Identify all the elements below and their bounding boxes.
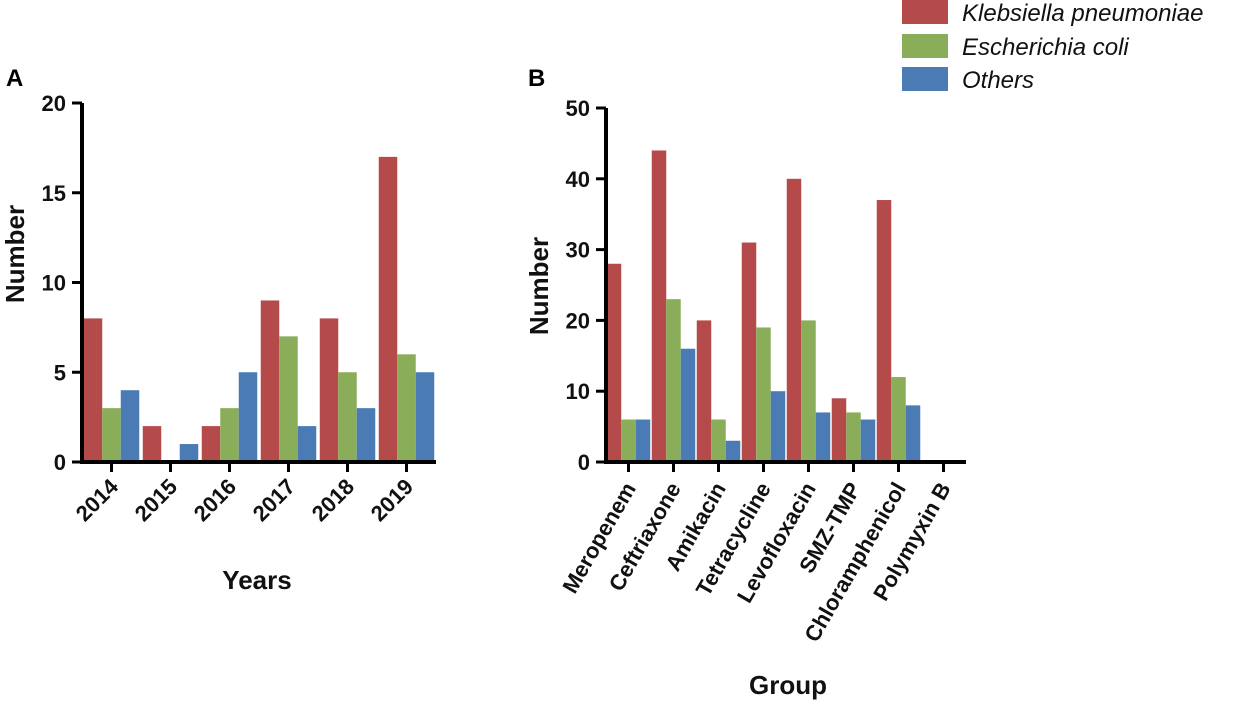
y-tick-label: 10 — [42, 271, 66, 296]
panel-label-a: A — [6, 65, 23, 92]
bar-levofloxacin-others — [815, 412, 831, 462]
bar-smz-tmp-escherichia-coli — [846, 412, 861, 462]
bar-meropenem-escherichia-coli — [621, 419, 636, 462]
bar-levofloxacin-escherichia-coli — [801, 320, 816, 462]
chart-panel-a: A 0 5 10 15 20 2014 2015 2016 2017 2018 2019 Numb… — [0, 65, 436, 595]
bar-smz-tmp-klebsiella-pneumoniae — [831, 398, 847, 462]
y-axis-label-b: Number — [524, 237, 554, 335]
y-axis-label-a: Number — [0, 205, 30, 303]
bar-2015-klebsiella-pneumoniae — [142, 426, 162, 462]
bar-2016-klebsiella-pneumoniae — [201, 426, 221, 462]
y-tick-label: 0 — [578, 450, 590, 475]
bar-ceftriaxone-klebsiella-pneumoniae — [651, 150, 667, 463]
bar-2017-others — [297, 426, 317, 462]
x-ticks-b: MeropenemCeftriaxoneAmikacinTetracycline… — [557, 462, 956, 646]
x-ticks-a: 2014 2015 2016 2017 2018 2019 — [71, 462, 418, 526]
bar-2018-escherichia-coli — [338, 372, 357, 462]
bar-2019-escherichia-coli — [397, 354, 416, 462]
x-tick-label-2015: 2015 — [130, 474, 182, 526]
bar-ceftriaxone-others — [680, 348, 696, 462]
y-tick-label: 15 — [42, 181, 66, 206]
bar-tetracycline-escherichia-coli — [756, 327, 771, 462]
x-tick-label-2017: 2017 — [248, 474, 300, 526]
bar-2018-others — [356, 408, 376, 462]
x-axis-label-a: Years — [222, 565, 291, 595]
x-tick-label-2014: 2014 — [71, 473, 124, 526]
bars-b — [606, 150, 921, 463]
y-tick-label: 5 — [54, 360, 66, 385]
bar-smz-tmp-others — [860, 419, 876, 462]
bar-2015-others — [179, 444, 199, 462]
bar-2019-klebsiella-pneumoniae — [378, 156, 398, 462]
y-ticks-b: 0 10 20 30 40 50 — [566, 96, 606, 475]
y-tick-label: 50 — [566, 96, 590, 121]
bar-2018-klebsiella-pneumoniae — [319, 318, 339, 462]
legend-label-ecoli: Escherichia coli — [962, 34, 1129, 61]
bar-meropenem-others — [635, 419, 651, 462]
bar-2017-escherichia-coli — [279, 336, 298, 462]
chart-panel-b: B 0 10 20 30 40 50 MeropenemCeftriaxoneAmikac… — [524, 65, 966, 700]
axes-b — [604, 108, 966, 464]
x-tick-label-2019: 2019 — [366, 474, 418, 526]
bar-levofloxacin-klebsiella-pneumoniae — [786, 178, 802, 463]
bar-tetracycline-klebsiella-pneumoniae — [741, 242, 757, 462]
legend-label-others: Others — [962, 67, 1034, 94]
bar-2017-klebsiella-pneumoniae — [260, 300, 280, 462]
y-tick-label: 10 — [566, 379, 590, 404]
y-ticks-a: 0 5 10 15 20 — [42, 91, 82, 475]
y-tick-label: 20 — [566, 308, 590, 333]
bar-2016-escherichia-coli — [220, 408, 239, 462]
bar-amikacin-others — [725, 440, 741, 462]
legend-swatch-others — [902, 67, 948, 91]
bar-amikacin-klebsiella-pneumoniae — [696, 320, 712, 462]
y-tick-label: 40 — [566, 167, 590, 192]
y-tick-label: 20 — [42, 91, 66, 116]
bar-2016-others — [238, 372, 258, 462]
y-tick-label: 0 — [54, 450, 66, 475]
bar-2014-klebsiella-pneumoniae — [83, 318, 103, 462]
axes-a — [80, 103, 436, 464]
bar-chloramphenicol-others — [905, 405, 921, 462]
bar-chloramphenicol-klebsiella-pneumoniae — [876, 200, 892, 463]
bar-2019-others — [415, 372, 435, 462]
y-tick-label: 30 — [566, 238, 590, 263]
bar-ceftriaxone-escherichia-coli — [666, 299, 681, 462]
bar-2014-escherichia-coli — [102, 408, 121, 462]
bar-meropenem-klebsiella-pneumoniae — [606, 263, 622, 462]
bar-amikacin-escherichia-coli — [711, 419, 726, 462]
legend-label-klebsiella: Klebsiella pneumoniae — [962, 0, 1204, 27]
legend-swatch-ecoli — [902, 34, 948, 58]
x-axis-label-b: Group — [749, 670, 827, 700]
x-tick-label-2016: 2016 — [189, 474, 241, 526]
legend-swatch-klebsiella — [902, 0, 948, 24]
bars-a — [83, 156, 435, 462]
panel-label-b: B — [528, 65, 545, 92]
x-tick-label-2018: 2018 — [307, 474, 359, 526]
legend: Klebsiella pneumoniae Escherichia coli O… — [902, 0, 1204, 94]
bar-chloramphenicol-escherichia-coli — [891, 377, 906, 462]
bar-2014-others — [120, 390, 140, 462]
bar-tetracycline-others — [770, 391, 786, 462]
